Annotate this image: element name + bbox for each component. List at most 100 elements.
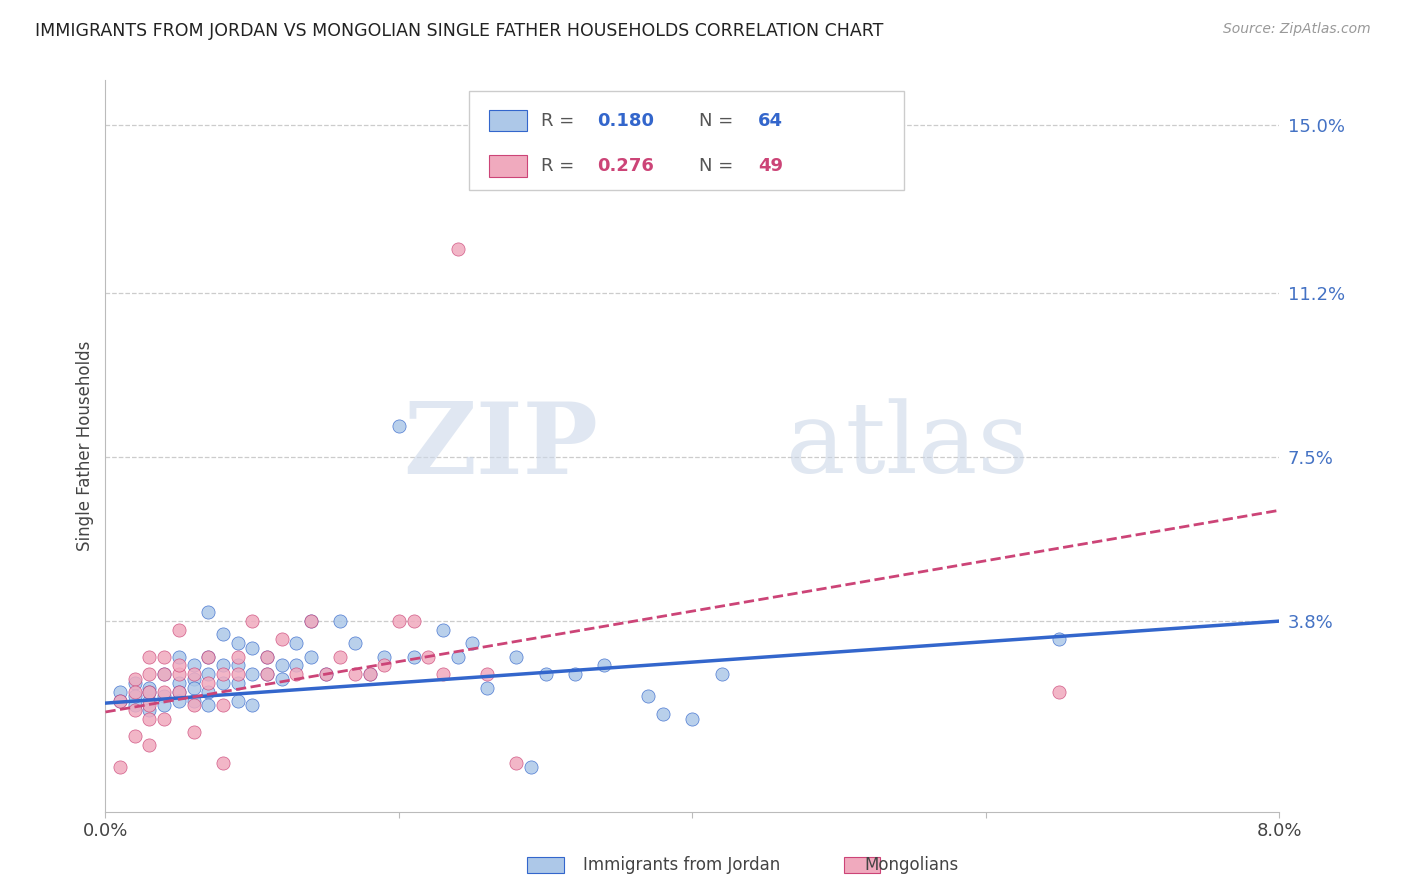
Point: [226, 694, 249, 708]
Point: [153, 649, 176, 664]
Point: [183, 658, 205, 673]
Point: [637, 690, 659, 704]
Point: [329, 614, 352, 628]
Point: [475, 681, 498, 695]
Point: [270, 672, 292, 686]
Point: [138, 681, 160, 695]
Point: [211, 627, 233, 641]
Point: [285, 636, 308, 650]
Point: [446, 649, 468, 664]
Point: [167, 685, 190, 699]
Point: [138, 667, 160, 681]
Point: [343, 667, 366, 681]
Point: [153, 685, 176, 699]
Text: Source: ZipAtlas.com: Source: ZipAtlas.com: [1223, 22, 1371, 37]
Text: Mongolians: Mongolians: [865, 856, 959, 874]
Text: R =: R =: [541, 112, 581, 129]
FancyBboxPatch shape: [527, 857, 564, 873]
Point: [138, 694, 160, 708]
FancyBboxPatch shape: [470, 91, 904, 190]
Point: [197, 698, 219, 713]
Point: [124, 690, 146, 704]
Point: [432, 667, 454, 681]
Point: [505, 649, 527, 664]
Point: [329, 649, 352, 664]
Text: Immigrants from Jordan: Immigrants from Jordan: [583, 856, 780, 874]
Point: [299, 649, 322, 664]
Point: [461, 636, 484, 650]
Point: [124, 698, 146, 713]
Point: [124, 672, 146, 686]
Point: [153, 712, 176, 726]
Point: [388, 614, 411, 628]
Point: [315, 667, 337, 681]
Point: [167, 658, 190, 673]
FancyBboxPatch shape: [489, 155, 527, 178]
Point: [1047, 632, 1070, 646]
FancyBboxPatch shape: [844, 857, 880, 873]
Point: [240, 640, 263, 655]
Point: [710, 667, 733, 681]
Point: [402, 614, 425, 628]
Point: [564, 667, 586, 681]
Point: [138, 712, 160, 726]
Point: [373, 649, 395, 664]
Point: [211, 756, 233, 770]
Point: [1047, 685, 1070, 699]
Point: [183, 694, 205, 708]
Point: [124, 676, 146, 690]
Text: 0.276: 0.276: [598, 157, 654, 175]
Text: IMMIGRANTS FROM JORDAN VS MONGOLIAN SINGLE FATHER HOUSEHOLDS CORRELATION CHART: IMMIGRANTS FROM JORDAN VS MONGOLIAN SING…: [35, 22, 883, 40]
Point: [167, 623, 190, 637]
Point: [183, 698, 205, 713]
Point: [299, 614, 322, 628]
Point: [138, 703, 160, 717]
Text: R =: R =: [541, 157, 581, 175]
Point: [256, 667, 278, 681]
Point: [124, 730, 146, 744]
Point: [138, 738, 160, 752]
Point: [167, 685, 190, 699]
Point: [520, 760, 543, 774]
Point: [388, 419, 411, 434]
Point: [153, 698, 176, 713]
Point: [197, 649, 219, 664]
Point: [359, 667, 381, 681]
Point: [418, 649, 440, 664]
Point: [285, 658, 308, 673]
Point: [359, 667, 381, 681]
Text: N =: N =: [700, 112, 740, 129]
Point: [108, 685, 131, 699]
Point: [343, 636, 366, 650]
Text: 0.180: 0.180: [598, 112, 654, 129]
Point: [124, 703, 146, 717]
Point: [138, 685, 160, 699]
Point: [138, 685, 160, 699]
Point: [183, 725, 205, 739]
Point: [256, 649, 278, 664]
Point: [256, 667, 278, 681]
Point: [226, 636, 249, 650]
Point: [240, 614, 263, 628]
Point: [593, 658, 616, 673]
Point: [153, 667, 176, 681]
Point: [652, 707, 675, 722]
Text: 49: 49: [758, 157, 783, 175]
Point: [211, 676, 233, 690]
Point: [681, 712, 703, 726]
Point: [167, 676, 190, 690]
Point: [197, 605, 219, 619]
Point: [183, 681, 205, 695]
Text: 64: 64: [758, 112, 783, 129]
Point: [153, 667, 176, 681]
Point: [197, 676, 219, 690]
Point: [240, 667, 263, 681]
Point: [153, 690, 176, 704]
Text: atlas: atlas: [786, 398, 1029, 494]
Point: [197, 667, 219, 681]
Point: [138, 698, 160, 713]
Point: [167, 694, 190, 708]
Point: [226, 658, 249, 673]
Point: [211, 667, 233, 681]
Point: [211, 698, 233, 713]
